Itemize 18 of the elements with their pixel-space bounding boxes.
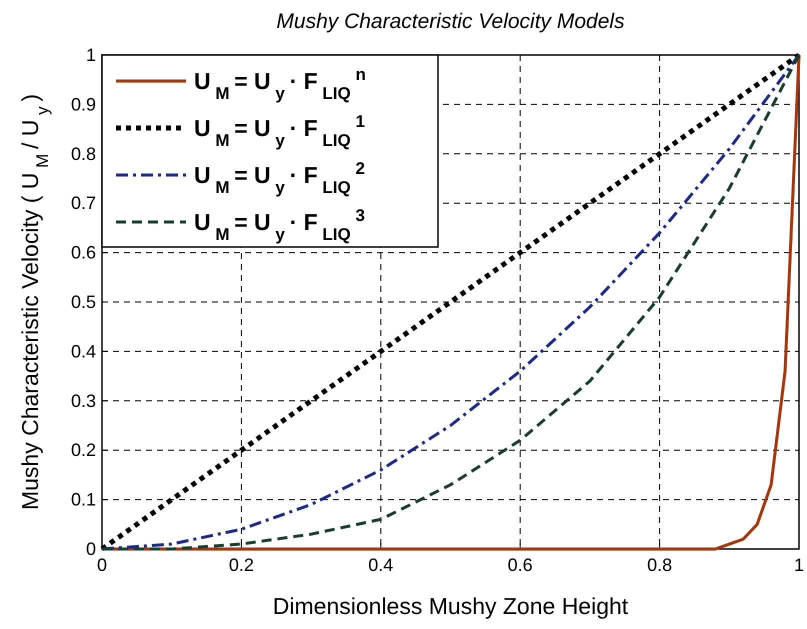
chart-title: Mushy Characteristic Velocity Models [276,10,626,33]
y-tick-label: 0.1 [70,490,96,510]
x-tick-label: 0.2 [228,555,254,575]
y-tick-label: 0.4 [70,341,96,362]
x-axis-title: Dimensionless Mushy Zone Height [272,593,629,619]
y-tick-label: 0.3 [70,390,96,411]
y-tick-label: 0.7 [70,193,96,214]
y-tick-label: 0.2 [70,440,96,460]
x-tick-label: 0.8 [647,555,672,575]
y-tick-label: 0.6 [70,242,96,263]
y-tick-label: 0 [86,539,96,559]
x-tick-label: 0.6 [508,555,533,575]
y-tick-label: 0.9 [70,94,96,114]
x-tick-label: 0.4 [368,555,394,575]
y-tick-label: 0.5 [70,292,96,312]
y-tick-label: 0.8 [70,144,96,164]
y-tick-label: 1 [86,45,96,65]
x-tick-label: 1 [794,555,804,575]
